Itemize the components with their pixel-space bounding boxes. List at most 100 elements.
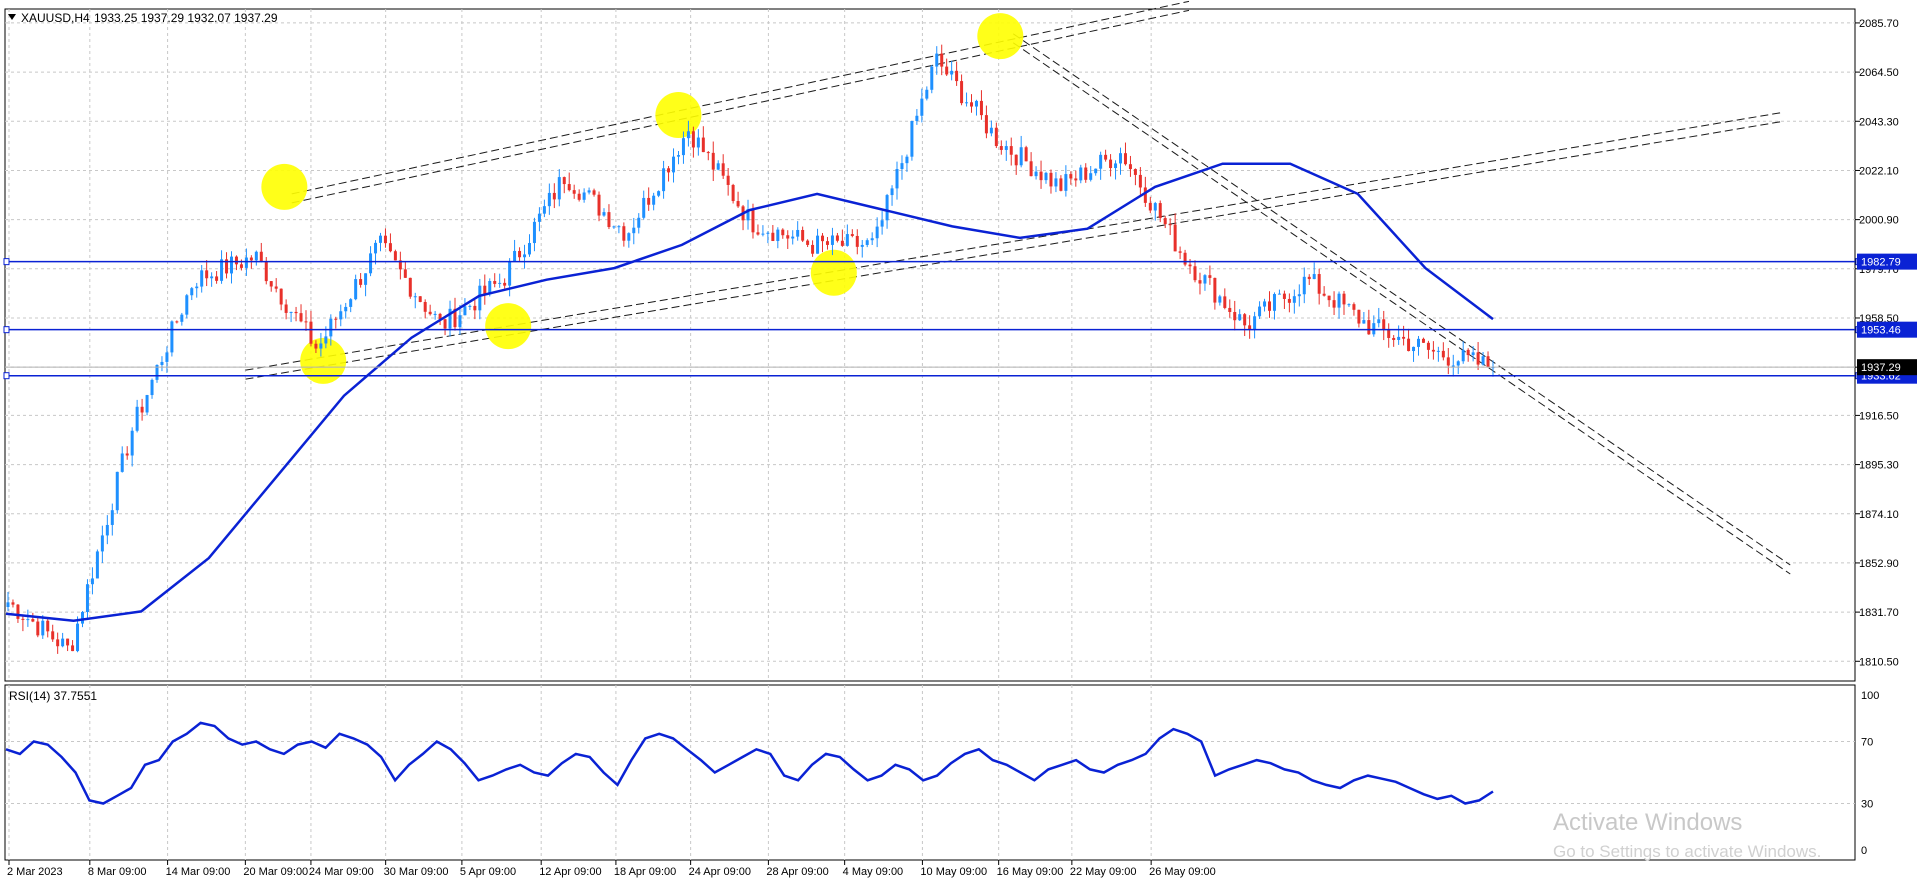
candle-body [140, 406, 144, 413]
trendline[interactable] [1012, 33, 1791, 566]
candle-body [1228, 307, 1232, 313]
candle-body [1173, 224, 1177, 252]
candle-body [652, 195, 656, 205]
candle-body [1481, 356, 1485, 365]
trendline[interactable] [291, 9, 1190, 204]
candle-body [21, 618, 25, 620]
candle-body [880, 220, 884, 227]
price-pane[interactable]: 2085.702064.502043.302022.102000.901979.… [3, 0, 1917, 682]
candle-body [135, 406, 139, 431]
trendline[interactable] [1012, 42, 1791, 575]
candle-body [334, 318, 338, 320]
candle-body [105, 524, 109, 536]
candle-body [468, 305, 472, 307]
candle-body [577, 193, 581, 200]
activation-watermark: Activate Windows Go to Settings to activ… [1553, 809, 1821, 861]
candle-body [1099, 154, 1103, 169]
candle-body [1466, 349, 1470, 356]
rsi-plot-area[interactable] [4, 684, 1856, 861]
candle-body [200, 270, 204, 287]
candle-body [1133, 169, 1137, 175]
candle-body [359, 279, 363, 285]
candle-body [895, 168, 899, 189]
candle-body [930, 66, 934, 90]
candle-body [1377, 319, 1381, 324]
candle-body [41, 620, 45, 636]
price-plot-area[interactable] [4, 8, 1856, 682]
time-tick-label: 24 Apr 09:00 [689, 866, 751, 878]
candle-body [557, 177, 561, 200]
candle-body [552, 192, 556, 200]
candle-body [95, 551, 99, 579]
candle-body [1382, 319, 1386, 330]
candle-body [523, 254, 527, 258]
candle-body [647, 197, 651, 205]
moving-average-line [5, 162, 1494, 622]
candle-body [244, 257, 248, 268]
candle-body [36, 621, 40, 636]
candle-body [264, 261, 268, 282]
candle-body [1074, 178, 1078, 181]
pivot-marker [977, 13, 1024, 60]
candle-body [716, 163, 720, 170]
candle-body [1282, 293, 1286, 299]
candle-body [1123, 153, 1127, 165]
candle-body [383, 235, 387, 244]
candle-body [11, 602, 15, 605]
candle-body [115, 471, 119, 511]
candle-body [234, 256, 238, 265]
time-tick-label: 2 Mar 2023 [7, 866, 63, 878]
candle-body [1486, 356, 1490, 368]
candle-body [617, 226, 621, 228]
candle-body [1456, 361, 1460, 366]
candle-body [453, 308, 457, 328]
candle-body [945, 66, 949, 75]
level-handle[interactable] [3, 258, 10, 266]
candle-body [796, 229, 800, 237]
time-axis[interactable]: 2 Mar 2023 8 Mar 09:00 14 Mar 09:00 20 Mar … [7, 860, 1216, 878]
candle-body [1476, 352, 1480, 365]
candle-body [413, 296, 417, 298]
candle-body [249, 257, 253, 261]
candle-body [667, 168, 671, 173]
candle-body [905, 156, 909, 164]
pivot-marker [810, 249, 857, 296]
candle-body [279, 288, 283, 305]
candle-body [875, 226, 879, 239]
candle-body [1362, 320, 1366, 324]
candle-body [701, 137, 705, 153]
candle-body [110, 510, 114, 525]
triangle-down-icon[interactable] [8, 14, 16, 20]
rsi-pane[interactable]: 100 70 30 0 RSI(14) 37.7551 [4, 684, 1879, 861]
candle-body [423, 301, 427, 312]
candle-body [1372, 323, 1376, 335]
level-handle[interactable] [3, 326, 10, 334]
candle-body [259, 251, 263, 262]
candle-body [845, 234, 849, 246]
candle-body [1337, 293, 1341, 308]
trendline[interactable] [291, 0, 1190, 195]
candle-body [825, 241, 829, 245]
candle-body [567, 184, 571, 191]
candle-body [542, 206, 546, 214]
horizontal-levels[interactable] [3, 258, 1862, 380]
candlesticks [6, 44, 1495, 654]
candle-body [736, 201, 740, 207]
candle-body [855, 235, 859, 247]
time-tick-label: 14 Mar 09:00 [166, 866, 231, 878]
candle-body [1352, 304, 1356, 310]
candle-body [428, 311, 432, 315]
candle-body [960, 81, 964, 104]
candle-body [1064, 174, 1068, 191]
candle-body [1387, 329, 1391, 338]
candle-body [711, 152, 715, 170]
candle-body [840, 240, 844, 246]
rsi-tick-label: 100 [1861, 690, 1879, 702]
candle-body [1417, 338, 1421, 347]
candle-body [821, 235, 825, 242]
time-tick-label: 5 Apr 09:00 [460, 866, 516, 878]
rsi-axis[interactable]: 100 70 30 0 [1861, 690, 1879, 857]
level-handle[interactable] [3, 372, 10, 380]
candle-body [691, 131, 695, 148]
